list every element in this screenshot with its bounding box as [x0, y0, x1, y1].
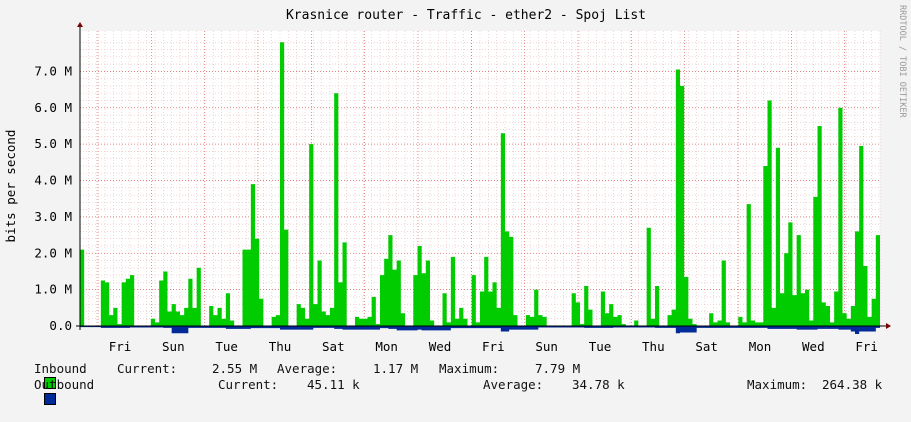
x-tick-label: Mon: [375, 339, 398, 354]
y-axis-arrow-icon: [77, 22, 83, 27]
y-tick-label: 0.0: [49, 318, 72, 333]
x-tick-label: Sun: [535, 339, 558, 354]
x-tick-label: Thu: [642, 339, 665, 354]
x-axis-arrow-icon: [886, 323, 891, 329]
legend-outbound-maximum-value: 264.38 k: [822, 377, 883, 392]
outbound-series-area: [80, 326, 880, 334]
x-tick-label: Thu: [269, 339, 292, 354]
x-tick-label: Sun: [162, 339, 185, 354]
legend-outbound: Outbound Current: 45.11 k Average: 34.78 k Ma…: [14, 377, 882, 405]
legend-inbound: Inbound Current: 2.55 M Average: 1.17 M Maxim…: [14, 361, 580, 389]
y-axis-label: bits per second: [3, 130, 18, 243]
graph-frame: Krasnice router - Traffic - ether2 - Spo…: [3, 5, 907, 405]
legend-outbound-current-value: 45.11 k: [307, 377, 360, 392]
legend-inbound-current-value: 2.55 M: [212, 361, 258, 376]
legend-outbound-maximum-label: Maximum:: [747, 377, 808, 392]
y-tick-label: 7.0 M: [34, 63, 72, 78]
y-tick-label: 4.0 M: [34, 173, 72, 188]
chart-title: Krasnice router - Traffic - ether2 - Spo…: [286, 8, 646, 23]
legend-outbound-name: Outbound: [34, 377, 95, 392]
x-tick-label: Tue: [215, 339, 238, 354]
x-tick-label: Wed: [802, 339, 825, 354]
legend-inbound-maximum-value: 7.79 M: [535, 361, 581, 376]
x-tick-label: Wed: [429, 339, 452, 354]
y-tick-label: 6.0 M: [34, 100, 72, 115]
x-tick-label: Fri: [482, 339, 505, 354]
inbound-swatch-icon: [44, 377, 57, 389]
legend-inbound-average-value: 1.17 M: [373, 361, 419, 376]
legend-inbound-maximum-label: Maximum:: [439, 361, 500, 376]
legend-inbound-current-label: Current:: [117, 361, 178, 376]
x-tick-label: Mon: [749, 339, 772, 354]
legend-inbound-name: Inbound: [34, 361, 87, 376]
inbound-series-area: [80, 42, 880, 327]
legend-inbound-average-label: Average:: [277, 361, 338, 376]
legend-outbound-average-value: 34.78 k: [572, 377, 625, 392]
x-tick-label: Sat: [322, 339, 345, 354]
traffic-chart: Krasnice router - Traffic - ether2 - Spo…: [3, 5, 907, 354]
rrdtool-watermark: RRDTOOL / TOBI OETIKER: [897, 5, 907, 118]
y-tick-label: 1.0 M: [34, 282, 72, 297]
plot-area: Fri Sun Tue Thu Sat Mon Wed Fri Sun Tue Thu Sat Mon W…: [34, 22, 891, 354]
x-tick-label: Sat: [695, 339, 718, 354]
legend-outbound-average-label: Average:: [483, 377, 544, 392]
legend-outbound-current-label: Current:: [218, 377, 279, 392]
x-tick-label: Fri: [109, 339, 132, 354]
y-tick-label: 3.0 M: [34, 209, 72, 224]
y-tick-label: 5.0 M: [34, 136, 72, 151]
x-tick-label: Tue: [589, 339, 612, 354]
y-tick-label: 2.0 M: [34, 245, 72, 260]
x-tick-label: Fri: [855, 339, 878, 354]
outbound-swatch-icon: [44, 393, 57, 405]
